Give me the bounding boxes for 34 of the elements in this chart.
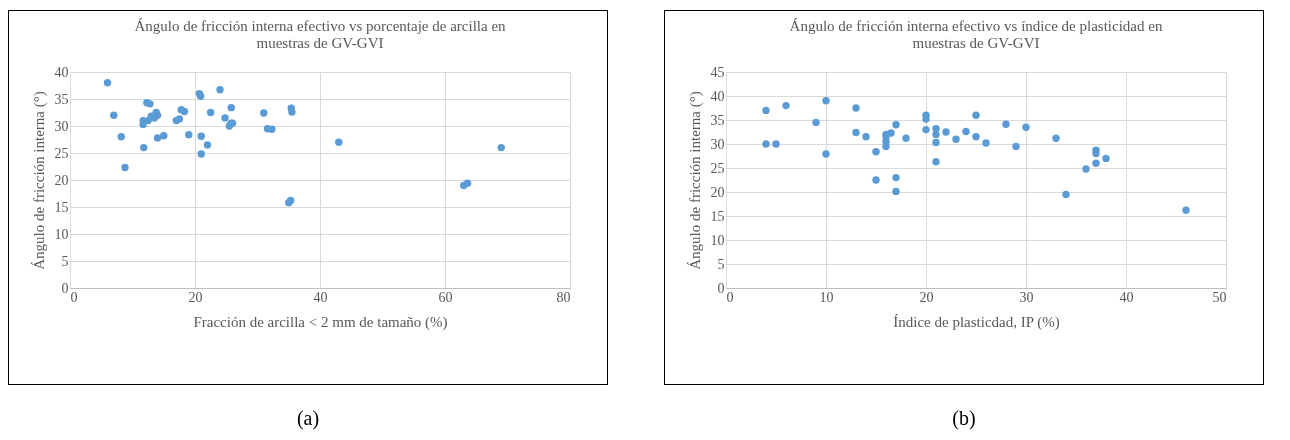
chart-title: Ángulo de fricción interna efectivo vs índice de plasticidad en muestras de GV-GVI: [789, 18, 1163, 51]
x-tick-label: 20: [919, 289, 934, 305]
y-tick-label: 20: [710, 184, 725, 200]
y-tick-label: 5: [61, 253, 69, 269]
text: (b): [952, 407, 976, 430]
y-tick-label: 40: [710, 88, 725, 104]
y-tick-label: 40: [54, 64, 69, 80]
y-tick-label: 5: [717, 256, 725, 272]
x-tick-label: 50: [1212, 289, 1227, 305]
x-tick-label: 60: [438, 289, 453, 305]
y-tick-label: 35: [54, 91, 69, 107]
y-tick-label: 25: [710, 160, 725, 176]
x-tick-label: 10: [819, 289, 834, 305]
y-axis-title: Ángulo de fricción interna (°): [686, 91, 704, 270]
x-tick-label: 20: [188, 289, 203, 305]
y-tick-label: 45: [710, 64, 725, 80]
y-tick-label: 10: [710, 232, 725, 248]
y-tick-label: 15: [710, 208, 725, 224]
x-axis-title: Fracción de arcilla < 2 mm de tamaño (%): [193, 313, 448, 331]
x-tick-label: 80: [556, 289, 571, 305]
y-tick-label: 30: [710, 136, 725, 152]
y-tick-label: 25: [54, 145, 69, 161]
x-tick-label: 40: [1119, 289, 1134, 305]
x-tick-label: 30: [1019, 289, 1034, 305]
x-axis-title: Índice de plasticdad, IP (%): [893, 313, 1060, 331]
x-tick-label: 40: [313, 289, 328, 305]
y-tick-label: 10: [54, 226, 69, 242]
y-tick-label: 20: [54, 172, 69, 188]
y-axis-title: Ángulo de fricción interna (°): [30, 91, 48, 270]
text: (a): [296, 407, 320, 430]
chart-title: Ángulo de fricción interna efectivo vs porcentaje de arcilla en muestras de GV-GVI: [134, 18, 507, 51]
y-tick-label: 30: [54, 118, 69, 134]
y-tick-label: 15: [54, 199, 69, 215]
y-tick-label: 35: [710, 112, 725, 128]
